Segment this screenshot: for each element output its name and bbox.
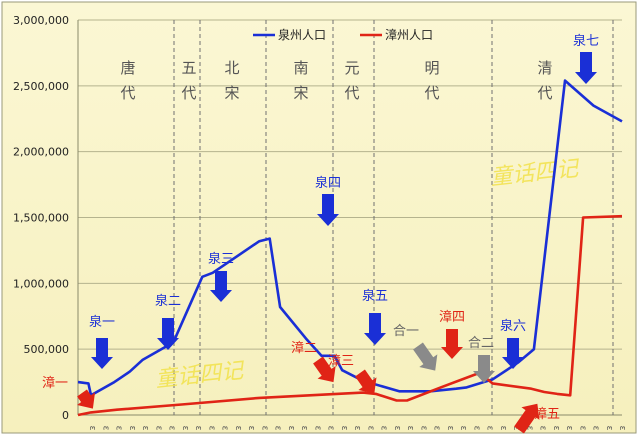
y-tick-label: 1,500,000 [13, 212, 69, 225]
marker-arrow [473, 355, 495, 383]
legend-label: 泉州人口 [278, 28, 326, 42]
marker-label: 漳二 [291, 340, 317, 356]
y-tick-label: 500,000 [24, 343, 70, 356]
dynasty-label: 元 [344, 59, 359, 77]
y-tick-label: 2,000,000 [13, 146, 69, 159]
x-tick-label: ε [100, 426, 110, 431]
x-tick-label: ε [273, 426, 283, 431]
marker-label: 泉七 [573, 33, 599, 49]
dynasty-label: 唐 [120, 59, 135, 77]
x-tick-label: ε [604, 426, 614, 431]
marker-arrow [355, 369, 377, 394]
dynasty-label: 明 [424, 59, 439, 77]
x-tick-label: ε [511, 426, 521, 431]
x-tick-label: ε [206, 426, 216, 431]
x-tick-label: ε [485, 426, 495, 431]
marker-label: 合二 [468, 336, 494, 351]
marker-label: 泉二 [155, 293, 181, 309]
marker-arrow [502, 338, 524, 369]
marker-label: 漳四 [439, 309, 465, 325]
dynasty-label: 代 [424, 84, 439, 102]
dynasty-label: 代 [537, 84, 552, 102]
x-tick-label: ε [405, 426, 415, 431]
x-tick-label: ε [193, 426, 203, 431]
marker-arrow [91, 338, 113, 369]
x-tick-label: ε [153, 426, 163, 431]
dynasty-label: 宋 [293, 84, 308, 102]
marker-label: 泉一 [89, 314, 115, 330]
x-tick-label: ε [87, 426, 97, 431]
marker-label: 泉五 [362, 288, 388, 304]
x-tick-label: ε [167, 426, 177, 431]
legend-label: 漳州人口 [385, 27, 433, 42]
x-tick-label: ε [577, 426, 587, 431]
x-tick-label: ε [538, 426, 548, 431]
marker-label: 合一 [393, 324, 419, 339]
x-tick-label: ε [246, 426, 256, 431]
dynasty-label: 五 [181, 59, 196, 77]
marker-label: 漳三 [328, 353, 354, 369]
dynasty-label: 南 [293, 59, 308, 77]
x-tick-label: ε [127, 426, 137, 431]
marker-label: 泉三 [208, 251, 234, 267]
x-tick-label: ε [339, 426, 349, 431]
x-tick-label: ε [140, 426, 150, 431]
marker-label: 漳五 [534, 406, 560, 422]
x-tick-label: ε [259, 426, 269, 431]
x-tick-label: ε [524, 426, 534, 431]
marker-arrow [210, 271, 232, 302]
marker-arrow [441, 329, 463, 359]
dynasty-label: 代 [120, 84, 135, 102]
x-tick-label: ε [458, 426, 468, 431]
x-tick-label: ε [432, 426, 442, 431]
y-tick-label: 0 [62, 409, 69, 422]
x-tick-label: ε [365, 426, 375, 431]
x-tick-label: ε [445, 426, 455, 431]
series-line-zhangzhou [77, 214, 623, 417]
marker-arrow [77, 389, 96, 409]
x-tick-label: ε [312, 426, 322, 431]
marker-arrow [157, 318, 179, 350]
x-tick-label: ε [617, 426, 627, 431]
dynasty-label: 代 [181, 84, 196, 102]
marker-arrow [317, 194, 339, 226]
x-tick-label: ε [114, 426, 124, 431]
x-tick-label: ε [326, 426, 336, 431]
x-tick-label: ε [498, 426, 508, 431]
x-tick-label: ε [564, 426, 574, 431]
marker-arrow [313, 356, 336, 383]
x-tick-label: ε [286, 426, 296, 431]
marker-arrow [575, 52, 597, 84]
dynasty-label: 宋 [224, 84, 239, 102]
x-tick-label: ε [591, 426, 601, 431]
y-tick-label: 3,000,000 [13, 14, 69, 27]
y-tick-label: 1,000,000 [13, 277, 69, 290]
x-tick-label: ε [352, 426, 362, 431]
x-tick-label: ε [471, 426, 481, 431]
x-tick-label: ε [551, 426, 561, 431]
marker-arrow [413, 342, 438, 371]
marker-label: 漳一 [42, 375, 68, 391]
marker-arrow [514, 403, 540, 434]
dynasty-label: 清 [537, 59, 552, 77]
x-tick-label: ε [418, 426, 428, 431]
y-tick-label: 2,500,000 [13, 80, 69, 93]
x-tick-label: ε [379, 426, 389, 431]
marker-arrow [364, 313, 386, 345]
x-tick-label: ε [220, 426, 230, 431]
x-tick-label: ε [392, 426, 402, 431]
series-line-quanzhou [77, 79, 623, 397]
x-tick-label: ε [233, 426, 243, 431]
x-tick-label: ε [180, 426, 190, 431]
dynasty-label: 代 [344, 84, 359, 102]
marker-label: 泉六 [500, 318, 526, 334]
marker-label: 泉四 [315, 175, 341, 191]
x-tick-label: ε [299, 426, 309, 431]
dynasty-label: 北 [224, 59, 239, 77]
